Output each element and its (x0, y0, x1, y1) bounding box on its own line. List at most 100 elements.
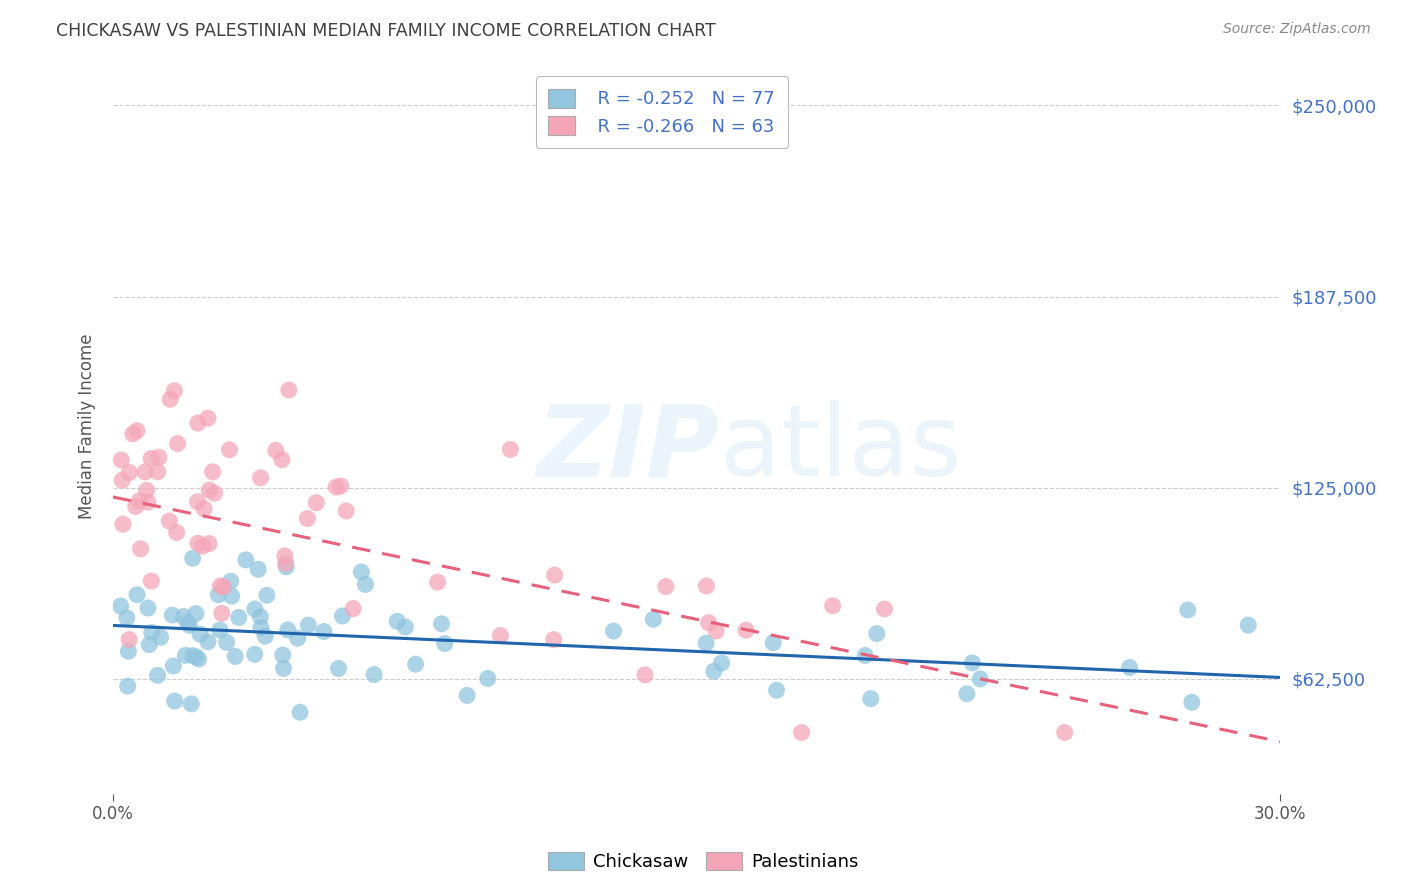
Point (184, 607, 207, 621)
Point (350, 565, 373, 579)
Point (821, 599, 844, 613)
Point (209, 579, 232, 593)
Point (329, 479, 352, 493)
Point (141, 451, 163, 466)
Point (146, 668, 169, 682)
Point (363, 667, 385, 681)
Point (243, 648, 266, 662)
Legend:   R = -0.252   N = 77,   R = -0.266   N = 63: R = -0.252 N = 77, R = -0.266 N = 63 (536, 76, 787, 148)
Point (277, 383, 299, 397)
Point (354, 577, 377, 591)
Point (219, 574, 242, 589)
Point (405, 657, 427, 672)
Point (187, 494, 209, 508)
Text: Source: ZipAtlas.com: Source: ZipAtlas.com (1223, 22, 1371, 37)
Point (136, 495, 159, 509)
Point (456, 689, 478, 703)
Point (704, 624, 727, 638)
Point (426, 575, 449, 590)
Point (297, 618, 319, 632)
Point (204, 486, 226, 500)
Point (276, 559, 298, 574)
Point (187, 652, 209, 666)
Point (962, 656, 984, 670)
Point (256, 588, 278, 602)
Point (180, 697, 202, 711)
Point (325, 480, 347, 494)
Point (643, 612, 665, 626)
Point (695, 579, 717, 593)
Point (249, 609, 271, 624)
Point (197, 635, 219, 649)
Text: atlas: atlas (720, 401, 962, 497)
Point (218, 442, 240, 457)
Point (166, 525, 188, 540)
Point (181, 648, 204, 663)
Point (790, 725, 813, 739)
Point (162, 608, 184, 623)
Point (710, 656, 733, 670)
Point (211, 607, 233, 621)
Point (271, 452, 294, 467)
Point (149, 630, 172, 644)
Point (853, 648, 876, 663)
Point (264, 443, 287, 458)
Point (271, 648, 294, 662)
Point (243, 602, 266, 616)
Point (287, 631, 309, 645)
Point (207, 588, 229, 602)
Point (328, 661, 350, 675)
Point (136, 601, 159, 615)
Point (655, 580, 678, 594)
Point (181, 551, 204, 566)
Point (273, 661, 295, 675)
Point (969, 672, 991, 686)
Point (249, 471, 271, 485)
Point (387, 615, 409, 629)
Point (489, 628, 512, 642)
Point (221, 589, 243, 603)
Point (433, 636, 456, 650)
Point (394, 620, 416, 634)
Point (250, 621, 273, 635)
Point (187, 416, 209, 430)
Point (111, 473, 134, 487)
Point (228, 610, 250, 624)
Point (212, 580, 235, 594)
Point (128, 493, 150, 508)
Point (703, 664, 725, 678)
Point (148, 450, 170, 465)
Point (193, 501, 215, 516)
Point (332, 609, 354, 624)
Text: CHICKASAW VS PALESTINIAN MEDIAN FAMILY INCOME CORRELATION CHART: CHICKASAW VS PALESTINIAN MEDIAN FAMILY I… (56, 22, 716, 40)
Point (477, 672, 499, 686)
Point (117, 679, 139, 693)
Point (141, 625, 163, 640)
Point (215, 635, 238, 649)
Point (115, 611, 138, 625)
Point (235, 553, 257, 567)
Point (110, 453, 132, 467)
Point (274, 549, 297, 563)
Legend: Chickasaw, Palestinians: Chickasaw, Palestinians (540, 845, 866, 879)
Point (335, 504, 357, 518)
Point (135, 483, 157, 498)
Point (1118, 660, 1140, 674)
Point (159, 392, 181, 407)
Point (187, 536, 209, 550)
Point (956, 687, 979, 701)
Point (166, 436, 188, 450)
Point (312, 624, 335, 639)
Point (430, 616, 453, 631)
Point (117, 644, 139, 658)
Point (174, 648, 197, 663)
Point (172, 609, 194, 624)
Point (125, 588, 148, 602)
Point (342, 601, 364, 615)
Point (859, 691, 882, 706)
Point (179, 618, 201, 632)
Point (125, 424, 148, 438)
Point (499, 442, 522, 457)
Point (201, 465, 224, 479)
Point (602, 624, 624, 638)
